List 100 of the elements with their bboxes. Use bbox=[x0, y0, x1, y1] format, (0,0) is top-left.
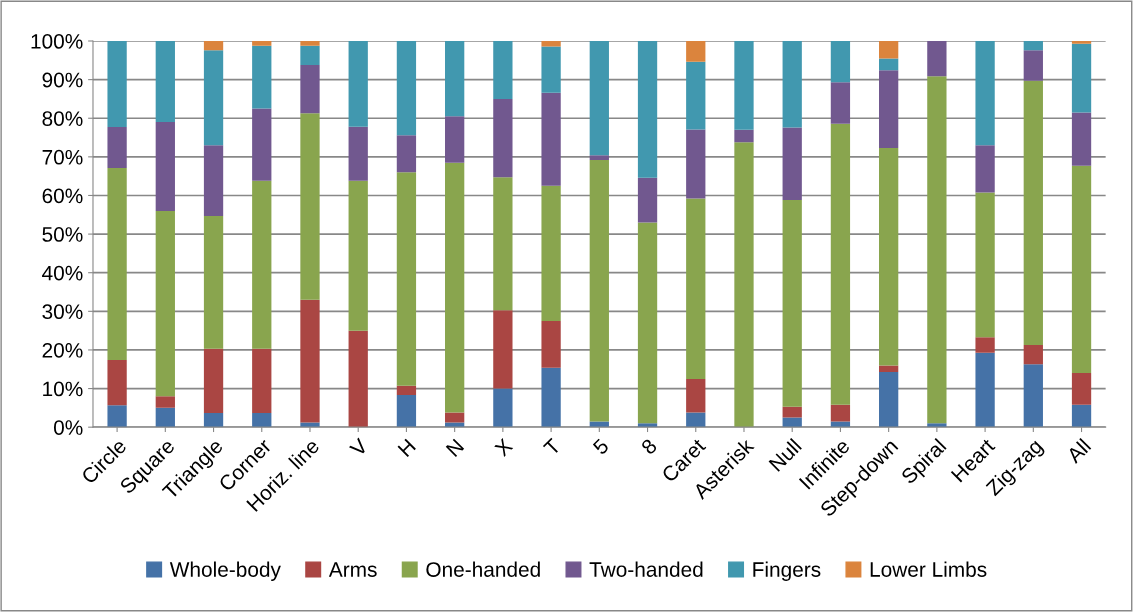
y-tick-label: 80% bbox=[42, 111, 83, 126]
bar bbox=[396, 41, 417, 136]
bar bbox=[541, 46, 561, 93]
bar bbox=[1071, 165, 1092, 374]
bar bbox=[541, 320, 561, 368]
bar bbox=[445, 412, 465, 423]
bar bbox=[1071, 404, 1092, 428]
y-tick-label: 0% bbox=[53, 420, 83, 435]
legend-label: Whole-body bbox=[169, 561, 281, 582]
bar bbox=[589, 159, 609, 422]
y-tick-label: 100% bbox=[31, 34, 83, 49]
bar bbox=[445, 162, 465, 413]
bar bbox=[879, 147, 899, 366]
bar bbox=[252, 108, 272, 181]
bar bbox=[348, 180, 368, 331]
y-tick-label: 90% bbox=[42, 72, 83, 88]
bar bbox=[637, 177, 658, 223]
bar bbox=[203, 41, 224, 51]
bar bbox=[1023, 50, 1043, 81]
bar bbox=[155, 407, 175, 428]
bar bbox=[975, 145, 995, 193]
bar bbox=[1023, 344, 1043, 365]
bar bbox=[830, 82, 851, 124]
bar bbox=[203, 412, 224, 428]
bar bbox=[879, 41, 899, 59]
bar bbox=[637, 222, 658, 424]
x-tick-label: 5 bbox=[592, 438, 610, 456]
bar bbox=[879, 58, 899, 71]
bar bbox=[493, 41, 513, 99]
bar bbox=[734, 142, 754, 428]
bar bbox=[155, 122, 175, 211]
bar bbox=[348, 126, 368, 181]
bar bbox=[637, 423, 658, 428]
bar bbox=[686, 198, 706, 379]
legend-label: Arms bbox=[328, 562, 377, 577]
x-tick-label: All bbox=[1065, 437, 1092, 464]
bar bbox=[203, 215, 224, 349]
bar bbox=[782, 127, 802, 201]
y-tick-label: 20% bbox=[42, 342, 83, 358]
bar bbox=[927, 423, 947, 428]
x-tick-label: T bbox=[542, 437, 562, 457]
bar bbox=[300, 41, 320, 46]
bar bbox=[1071, 373, 1092, 405]
bar bbox=[493, 177, 513, 311]
y-tick-label: 70% bbox=[42, 149, 83, 165]
bar bbox=[686, 61, 706, 130]
bar bbox=[107, 41, 127, 128]
bar bbox=[348, 41, 368, 127]
x-tick-label: V bbox=[348, 437, 369, 458]
bar bbox=[300, 113, 320, 300]
y-tick-label: 50% bbox=[42, 227, 83, 242]
x-tick-label: H bbox=[397, 438, 416, 457]
bar bbox=[782, 41, 802, 128]
bar bbox=[107, 405, 127, 428]
x-tick-label: 8 bbox=[640, 437, 658, 456]
bar bbox=[686, 378, 706, 413]
bar bbox=[107, 168, 127, 360]
bar bbox=[734, 41, 754, 130]
bar bbox=[107, 359, 127, 406]
bar bbox=[686, 129, 706, 199]
bar bbox=[879, 70, 899, 148]
bar bbox=[300, 64, 320, 114]
bar bbox=[879, 371, 899, 428]
legend-label: One-handed bbox=[426, 561, 540, 577]
bar bbox=[155, 210, 175, 397]
bar bbox=[589, 41, 609, 156]
bar bbox=[541, 41, 561, 47]
bar bbox=[1023, 41, 1043, 51]
y-tick-label: 60% bbox=[42, 188, 83, 204]
legend-label: Lower Limbs bbox=[870, 561, 987, 577]
bar bbox=[637, 41, 658, 178]
bar bbox=[541, 92, 561, 186]
bar bbox=[830, 404, 851, 422]
bar bbox=[396, 385, 417, 396]
bar bbox=[975, 337, 995, 353]
bar bbox=[830, 123, 851, 405]
bar bbox=[1071, 41, 1092, 44]
bar bbox=[686, 412, 706, 428]
y-tick-label: 30% bbox=[42, 304, 83, 320]
bar bbox=[541, 185, 561, 321]
bar bbox=[493, 388, 513, 428]
bar bbox=[300, 422, 320, 428]
bar bbox=[445, 116, 465, 163]
bar bbox=[203, 348, 224, 413]
bar bbox=[782, 417, 802, 428]
bar bbox=[203, 145, 224, 216]
bar bbox=[445, 41, 465, 117]
bar bbox=[300, 45, 320, 65]
bar bbox=[396, 135, 417, 173]
bar bbox=[541, 367, 561, 428]
x-tick-label: N bbox=[445, 438, 465, 457]
bar bbox=[252, 45, 272, 109]
legend-label: Fingers bbox=[753, 561, 821, 582]
bar bbox=[493, 98, 513, 178]
bar bbox=[252, 412, 272, 428]
bar bbox=[396, 395, 417, 428]
bar bbox=[252, 41, 272, 46]
bar bbox=[830, 41, 851, 83]
bar bbox=[493, 310, 513, 389]
bar bbox=[927, 76, 947, 424]
